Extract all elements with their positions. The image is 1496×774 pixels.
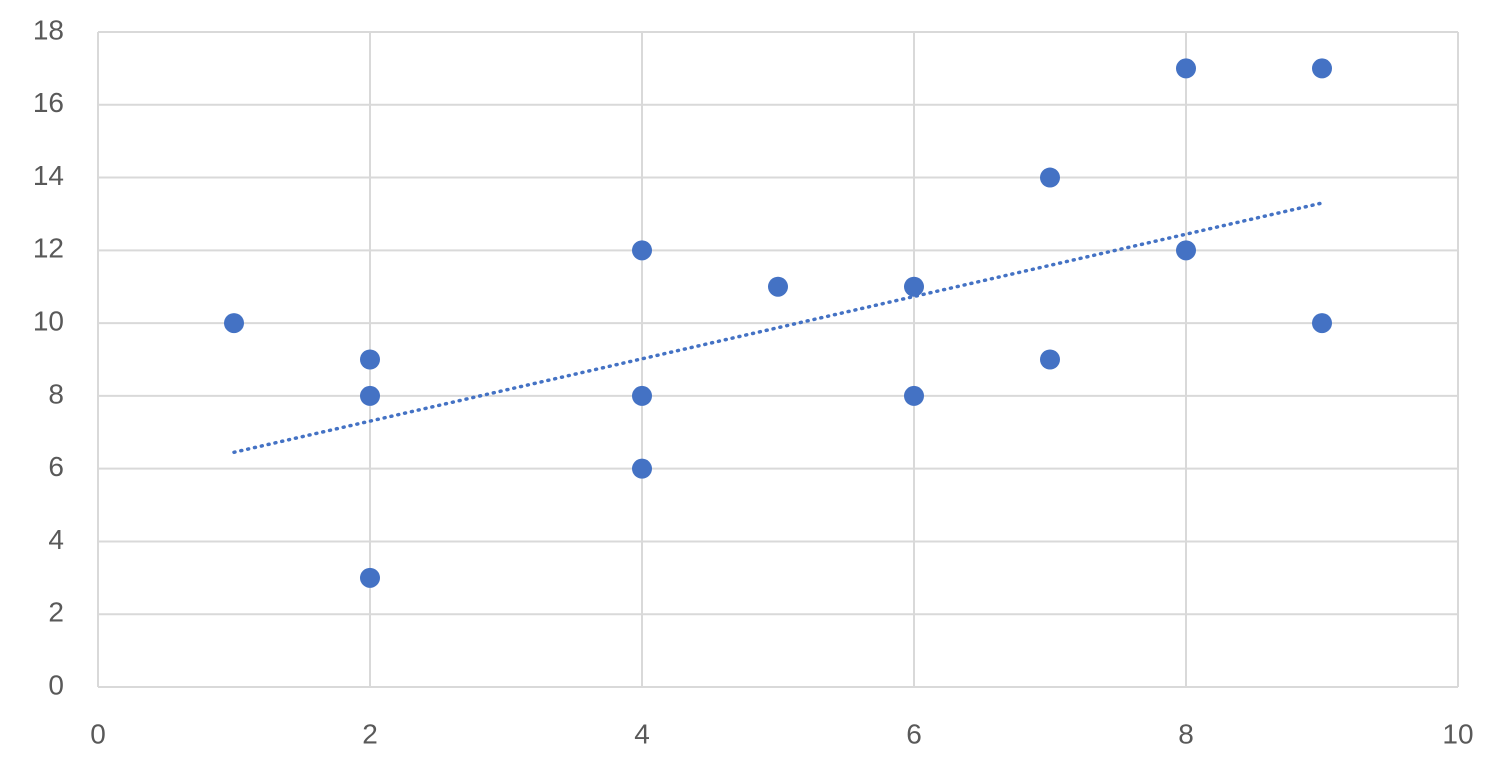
point (360, 349, 380, 370)
x-tick-label: 4 (634, 718, 650, 749)
point (632, 458, 652, 479)
y-tick-label: 12 (33, 233, 64, 264)
y-tick-label: 18 (33, 14, 64, 45)
point (1176, 58, 1196, 79)
point (1312, 58, 1332, 79)
point (360, 567, 380, 588)
y-tick-label: 8 (48, 378, 64, 409)
point (224, 313, 244, 334)
x-tick-label: 0 (90, 718, 106, 749)
point (632, 240, 652, 261)
point (1040, 349, 1060, 370)
point (768, 276, 788, 297)
x-tick-label: 10 (1442, 718, 1473, 749)
point (632, 385, 652, 406)
y-tick-label: 10 (33, 306, 64, 337)
y-tick-label: 14 (33, 160, 64, 191)
point (904, 385, 924, 406)
x-tick-label: 8 (1178, 718, 1194, 749)
point (1040, 167, 1060, 188)
point (1176, 240, 1196, 261)
point (360, 385, 380, 406)
y-tick-label: 0 (48, 669, 64, 700)
point (1312, 313, 1332, 334)
y-tick-label: 2 (48, 597, 64, 628)
y-tick-label: 4 (48, 524, 64, 555)
x-tick-label: 2 (362, 718, 378, 749)
y-tick-label: 6 (48, 451, 64, 482)
x-tick-label: 6 (906, 718, 922, 749)
point (904, 276, 924, 297)
trendline (232, 201, 1324, 455)
y-tick-label: 16 (33, 87, 64, 118)
